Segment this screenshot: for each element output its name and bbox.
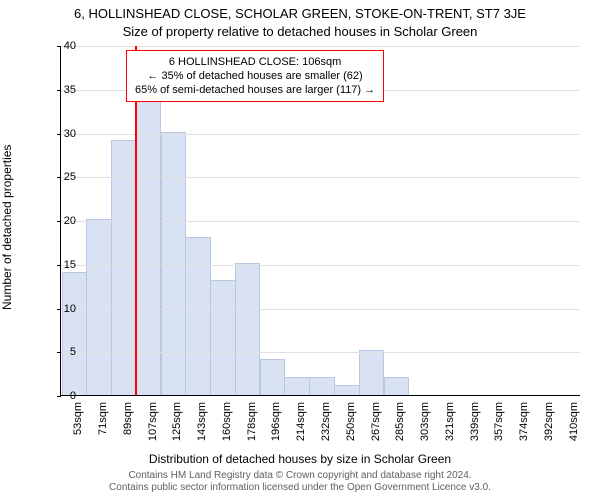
histogram-bar (334, 385, 360, 395)
histogram-bar (136, 97, 162, 396)
histogram-bar (260, 359, 286, 395)
histogram-bar (111, 140, 137, 395)
info-line3: 65% of semi-detached houses are larger (… (135, 83, 375, 97)
y-tick-label: 0 (46, 390, 76, 402)
x-tick-label: 89sqm (122, 402, 134, 450)
y-tick-label: 30 (46, 128, 76, 140)
x-tick-label: 125sqm (171, 402, 183, 450)
chart-title-line1: 6, HOLLINSHEAD CLOSE, SCHOLAR GREEN, STO… (0, 6, 600, 21)
x-tick-label: 321sqm (444, 402, 456, 450)
histogram-bar (284, 377, 310, 396)
info-line1: 6 HOLLINSHEAD CLOSE: 106sqm (135, 55, 375, 69)
y-tick-label: 15 (46, 259, 76, 271)
plot-area: 6 HOLLINSHEAD CLOSE: 106sqm← 35% of deta… (60, 46, 580, 396)
footer-attribution: Contains HM Land Registry data © Crown c… (0, 470, 600, 494)
x-tick-label: 285sqm (394, 402, 406, 450)
y-tick-label: 5 (46, 346, 76, 358)
histogram-bar (384, 377, 410, 396)
x-axis-label: Distribution of detached houses by size … (0, 452, 600, 466)
x-tick-label: 410sqm (568, 402, 580, 450)
x-tick-label: 160sqm (221, 402, 233, 450)
x-tick-label: 232sqm (320, 402, 332, 450)
histogram-bar (86, 219, 112, 395)
histogram-bar (210, 280, 236, 395)
y-tick-label: 10 (46, 303, 76, 315)
y-tick-label: 40 (46, 40, 76, 52)
x-tick-label: 196sqm (270, 402, 282, 450)
x-tick-label: 53sqm (72, 402, 84, 450)
y-tick-label: 25 (46, 171, 76, 183)
gridline (61, 352, 580, 353)
histogram-bar (235, 263, 261, 395)
footer-line2: Contains public sector information licen… (0, 482, 600, 494)
x-tick-label: 107sqm (147, 402, 159, 450)
x-tick-label: 374sqm (518, 402, 530, 450)
chart-title-line2: Size of property relative to detached ho… (0, 24, 600, 39)
x-tick-label: 71sqm (97, 402, 109, 450)
x-tick-label: 303sqm (419, 402, 431, 450)
y-axis-label: Number of detached properties (0, 55, 14, 220)
x-tick-label: 357sqm (493, 402, 505, 450)
gridline (61, 177, 580, 178)
x-tick-label: 339sqm (469, 402, 481, 450)
x-tick-label: 267sqm (370, 402, 382, 450)
chart-container: 6, HOLLINSHEAD CLOSE, SCHOLAR GREEN, STO… (0, 0, 600, 500)
histogram-bar (185, 237, 211, 396)
info-line2: ← 35% of detached houses are smaller (62… (135, 69, 375, 83)
histogram-bar (309, 377, 335, 396)
footer-line1: Contains HM Land Registry data © Crown c… (0, 470, 600, 482)
gridline (61, 309, 580, 310)
x-tick-label: 250sqm (345, 402, 357, 450)
gridline (61, 221, 580, 222)
gridline (61, 265, 580, 266)
gridline (61, 134, 580, 135)
y-tick-label: 20 (46, 215, 76, 227)
gridline (61, 46, 580, 47)
x-tick-label: 143sqm (196, 402, 208, 450)
histogram-bar (62, 272, 88, 396)
histogram-bar (161, 132, 187, 396)
x-tick-label: 178sqm (246, 402, 258, 450)
x-tick-label: 214sqm (295, 402, 307, 450)
y-tick-label: 35 (46, 84, 76, 96)
x-tick-label: 392sqm (543, 402, 555, 450)
histogram-bar (359, 350, 385, 395)
property-info-box: 6 HOLLINSHEAD CLOSE: 106sqm← 35% of deta… (126, 50, 384, 102)
